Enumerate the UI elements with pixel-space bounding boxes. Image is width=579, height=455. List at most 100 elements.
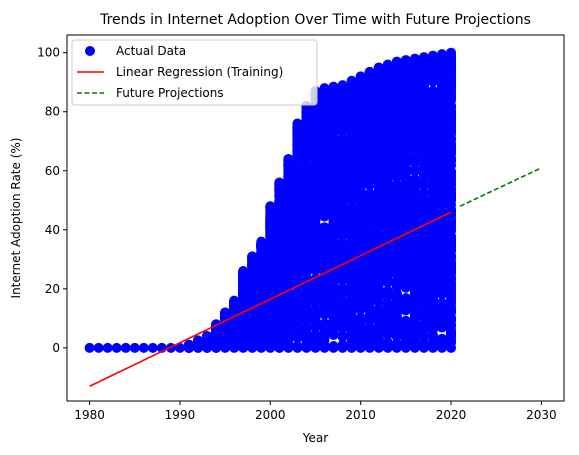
data-point	[319, 162, 330, 173]
data-point	[301, 325, 312, 336]
data-point	[292, 180, 303, 191]
data-point	[319, 110, 330, 121]
data-point	[364, 176, 375, 187]
data-point	[346, 321, 357, 332]
data-point	[229, 327, 240, 338]
data-point	[265, 258, 276, 269]
data-point	[238, 266, 249, 277]
data-point	[265, 324, 276, 335]
data-point	[274, 299, 285, 310]
data-point	[265, 247, 276, 258]
data-point	[391, 56, 402, 67]
data-point	[319, 146, 330, 157]
data-point	[229, 295, 240, 306]
data-point	[355, 180, 366, 191]
data-point	[256, 274, 267, 285]
data-point	[382, 320, 393, 331]
data-point	[364, 254, 375, 265]
data-point	[319, 174, 330, 185]
data-point	[247, 278, 258, 289]
data-point	[238, 288, 249, 299]
data-point	[328, 169, 339, 180]
data-point	[310, 166, 321, 177]
data-point	[373, 93, 384, 104]
data-point	[391, 328, 402, 339]
data-point	[292, 191, 303, 202]
data-point	[337, 274, 348, 285]
data-point	[292, 220, 303, 231]
data-point	[283, 277, 294, 288]
data-point	[346, 110, 357, 121]
data-point	[364, 148, 375, 159]
data-point	[346, 262, 357, 273]
data-point	[355, 118, 366, 129]
data-point	[373, 276, 384, 287]
data-point	[373, 254, 384, 265]
data-point	[283, 313, 294, 324]
data-point	[319, 283, 330, 294]
data-point	[364, 118, 375, 129]
data-point	[364, 220, 375, 231]
data-point	[355, 303, 366, 314]
data-point	[328, 159, 339, 170]
data-point	[202, 331, 213, 342]
data-point	[301, 235, 312, 246]
data-point	[328, 324, 339, 335]
data-point	[301, 267, 312, 278]
data-point	[301, 146, 312, 157]
data-point	[382, 269, 393, 280]
data-point	[364, 338, 375, 349]
data-point	[373, 182, 384, 193]
data-point	[283, 172, 294, 183]
data-point	[364, 158, 375, 169]
data-point	[346, 170, 357, 181]
data-point	[337, 193, 348, 204]
data-point	[274, 341, 285, 352]
data-point	[346, 127, 357, 138]
data-point	[319, 206, 330, 217]
data-point	[265, 231, 276, 242]
data-point	[355, 286, 366, 297]
data-point	[256, 258, 267, 269]
data-point	[265, 216, 276, 227]
data-point	[220, 333, 231, 344]
data-point	[238, 329, 249, 340]
data-point	[328, 116, 339, 127]
data-point	[328, 300, 339, 311]
data-point	[373, 287, 384, 298]
data-point	[283, 339, 294, 350]
data-point	[319, 83, 330, 94]
data-point	[256, 236, 267, 247]
data-point	[355, 71, 366, 82]
data-point	[391, 308, 402, 319]
data-point	[391, 254, 402, 265]
data-point	[310, 224, 321, 235]
data-point	[391, 67, 402, 78]
data-point	[274, 274, 285, 285]
data-point	[382, 210, 393, 221]
data-point	[301, 335, 312, 346]
data-point	[391, 295, 402, 306]
data-point	[346, 302, 357, 313]
data-point	[382, 244, 393, 255]
data-point	[274, 227, 285, 238]
data-point	[346, 100, 357, 111]
data-point	[301, 314, 312, 325]
data-point	[382, 111, 393, 122]
data-point	[337, 80, 348, 91]
data-point	[292, 234, 303, 245]
data-point	[355, 102, 366, 113]
data-point	[355, 332, 366, 343]
data-point	[220, 307, 231, 318]
data-point	[391, 160, 402, 171]
data-point	[265, 309, 276, 320]
data-point	[283, 237, 294, 248]
data-point	[274, 177, 285, 188]
data-point	[346, 136, 357, 147]
data-point	[310, 141, 321, 152]
data-point	[328, 289, 339, 300]
data-point	[355, 154, 366, 165]
data-point	[346, 209, 357, 220]
data-point	[346, 148, 357, 159]
data-point	[346, 184, 357, 195]
